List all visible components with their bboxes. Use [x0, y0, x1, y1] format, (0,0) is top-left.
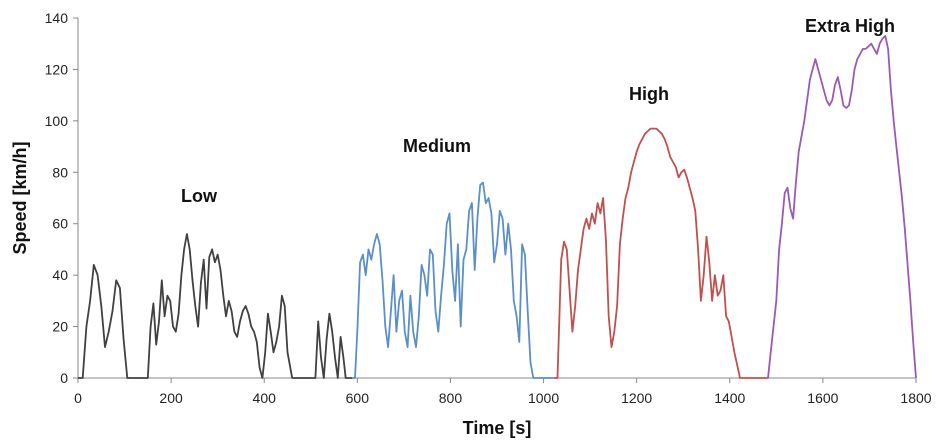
y-tick-label: 60: [52, 216, 68, 232]
phase-label-medium: Medium: [403, 136, 471, 156]
y-tick-label: 20: [52, 319, 68, 335]
series-line-low: [78, 233, 353, 379]
series-line-medium: [352, 181, 554, 379]
x-axis-title: Time [s]: [463, 418, 532, 438]
y-tick-label: 140: [45, 10, 69, 26]
x-tick-label: 1000: [528, 390, 559, 406]
x-tick-label: 800: [439, 390, 463, 406]
x-tick-label: 0: [74, 390, 82, 406]
y-tick-label: 100: [45, 113, 69, 129]
x-tick-label: 400: [253, 390, 277, 406]
y-tick-label: 40: [52, 267, 68, 283]
y-axis-title: Speed [km/h]: [10, 141, 30, 254]
x-tick-label: 600: [346, 390, 370, 406]
x-tick-label: 1200: [621, 390, 652, 406]
labels-layer: Low Medium High Extra High: [181, 16, 895, 206]
x-tick-label: 1800: [900, 390, 931, 406]
x-tick-label: 200: [159, 390, 183, 406]
series-line-high: [553, 127, 766, 379]
series-layer: [78, 35, 917, 379]
y-tick-label: 120: [45, 61, 69, 77]
phase-label-high: High: [629, 84, 669, 104]
y-tick-label: 0: [60, 370, 68, 386]
series-line-extra-high: [765, 35, 917, 379]
x-tick-label: 1400: [714, 390, 745, 406]
x-tick-label: 1600: [807, 390, 838, 406]
phase-label-extra-high: Extra High: [805, 16, 895, 36]
phase-label-low: Low: [181, 186, 218, 206]
y-tick-label: 80: [52, 164, 68, 180]
